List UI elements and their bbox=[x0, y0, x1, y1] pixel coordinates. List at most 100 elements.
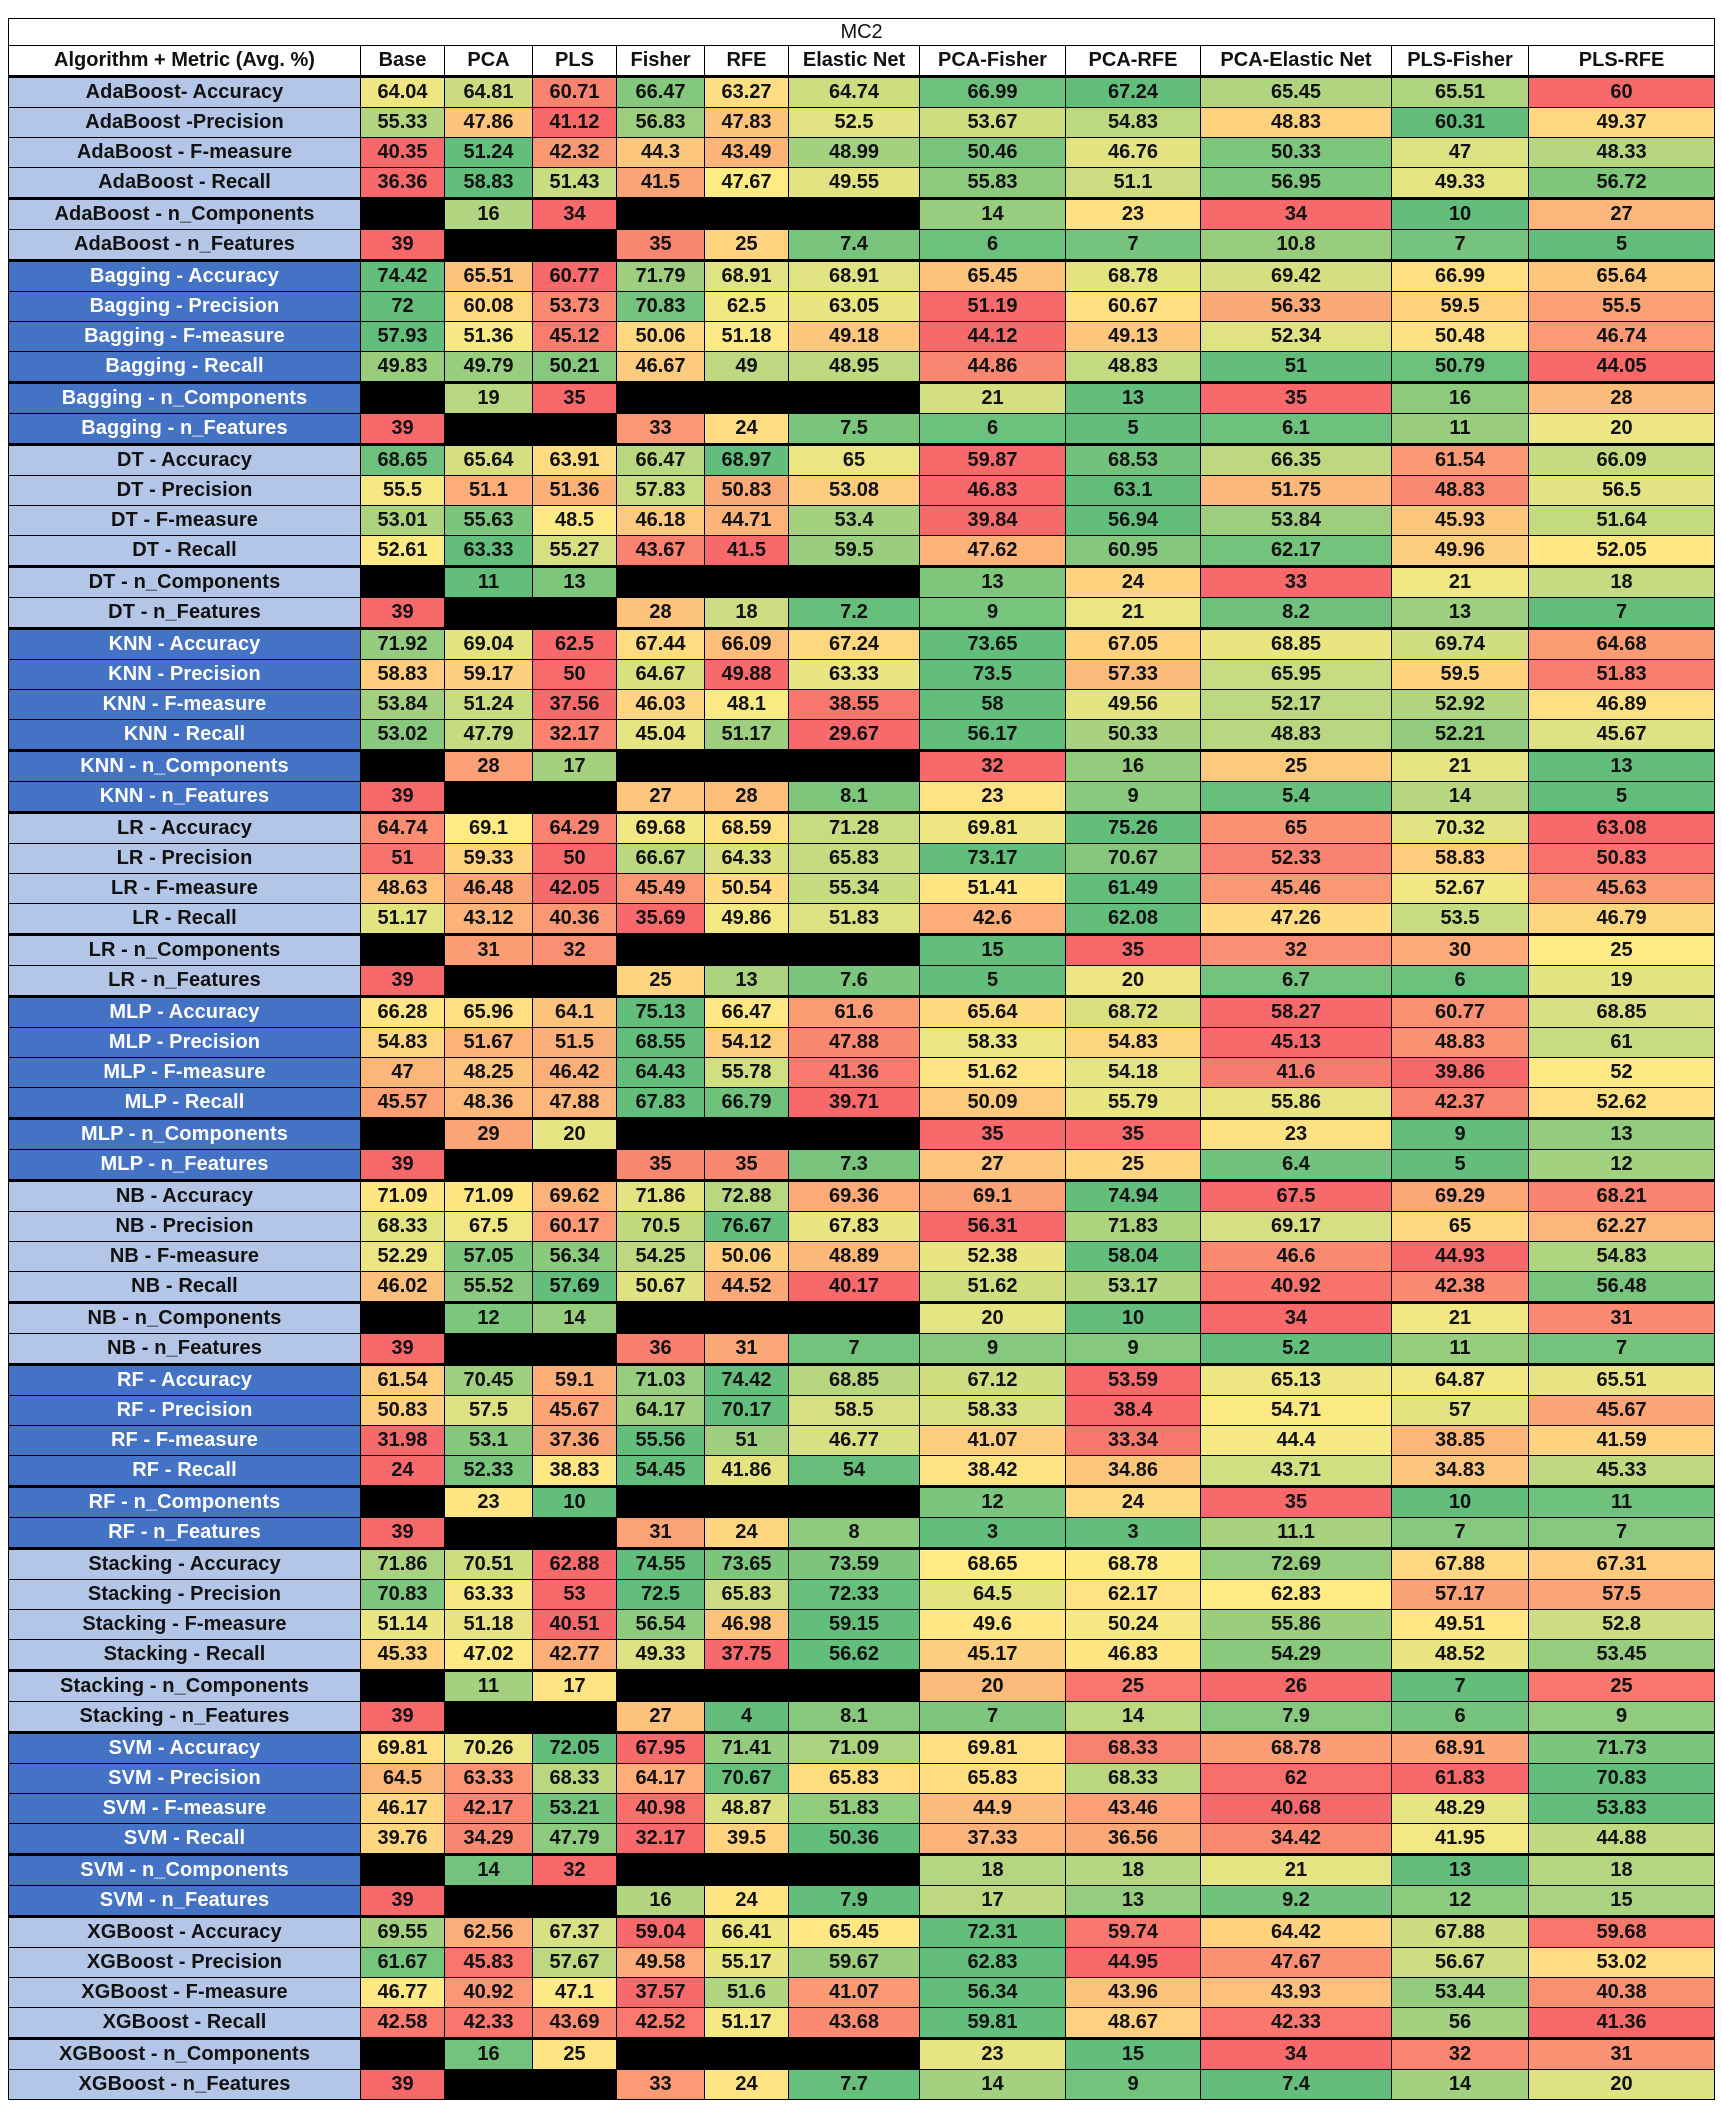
value-cell: 63.1 bbox=[1065, 475, 1201, 506]
value-cell: 51.17 bbox=[704, 719, 789, 751]
value-cell: 34 bbox=[1200, 2037, 1392, 2070]
value-cell: 43.46 bbox=[1065, 1793, 1201, 1824]
empty-cell bbox=[616, 1117, 705, 1150]
table-row: DT - Recall 52.61 63.33 55.27 43.67 41.5 59.5 4… bbox=[8, 535, 1716, 567]
value-cell: 27 bbox=[919, 1149, 1066, 1181]
value-cell: 66.47 bbox=[616, 75, 705, 108]
value-cell: 38.55 bbox=[788, 689, 920, 720]
value-cell: 65.83 bbox=[788, 843, 920, 874]
value-cell: 7.6 bbox=[788, 965, 920, 997]
value-cell: 8 bbox=[788, 1517, 920, 1549]
value-cell: 59.74 bbox=[1065, 1915, 1201, 1948]
table-row: AdaBoost - n_Components 16 34 14 23 34 10 27 bbox=[8, 197, 1716, 230]
value-cell: 53 bbox=[532, 1579, 617, 1610]
table-row: Bagging - Precision 72 60.08 53.73 70.83 62.5… bbox=[8, 291, 1716, 322]
value-cell: 46.02 bbox=[360, 1271, 445, 1303]
value-cell: 68.72 bbox=[1065, 995, 1201, 1028]
value-cell: 55.79 bbox=[1065, 1087, 1201, 1119]
value-cell: 68.78 bbox=[1065, 259, 1201, 292]
row-label: KNN - Recall bbox=[8, 719, 361, 751]
value-cell: 49.55 bbox=[788, 167, 920, 199]
value-cell: 24 bbox=[704, 2069, 789, 2100]
value-cell: 11 bbox=[1391, 1333, 1529, 1365]
empty-cell bbox=[532, 1517, 617, 1549]
value-cell: 48.29 bbox=[1391, 1793, 1529, 1824]
value-cell: 60.08 bbox=[444, 291, 533, 322]
value-cell: 16 bbox=[1065, 749, 1201, 782]
value-cell: 61.49 bbox=[1065, 873, 1201, 904]
value-cell: 39.84 bbox=[919, 505, 1066, 536]
value-cell: 28 bbox=[444, 749, 533, 782]
value-cell: 24 bbox=[704, 1885, 789, 1917]
value-cell: 8.1 bbox=[788, 781, 920, 813]
table-row: RF - Precision 50.83 57.5 45.67 64.17 70.17 58… bbox=[8, 1395, 1716, 1426]
value-cell: 39.5 bbox=[704, 1823, 789, 1855]
value-cell: 71.83 bbox=[1065, 1211, 1201, 1242]
value-cell: 68.33 bbox=[360, 1211, 445, 1242]
value-cell: 76.67 bbox=[704, 1211, 789, 1242]
value-cell: 47 bbox=[360, 1057, 445, 1088]
value-cell: 66.99 bbox=[1391, 259, 1529, 292]
value-cell: 42.33 bbox=[444, 2007, 533, 2039]
table-row: RF - n_Features 39 31 24 8 3 3 11.1 7 7 bbox=[8, 1517, 1716, 1549]
table-row: MLP - Precision 54.83 51.67 51.5 68.55 54.12 4… bbox=[8, 1027, 1716, 1058]
row-label: LR - F-measure bbox=[8, 873, 361, 904]
value-cell: 65.51 bbox=[1527, 1363, 1716, 1396]
value-cell: 59.67 bbox=[788, 1947, 920, 1978]
value-cell: 60.31 bbox=[1391, 107, 1529, 138]
value-cell: 44.05 bbox=[1527, 351, 1716, 383]
value-cell: 12 bbox=[1527, 1149, 1716, 1181]
value-cell: 35 bbox=[616, 1149, 705, 1181]
value-cell: 18 bbox=[1527, 1853, 1716, 1886]
value-cell: 23 bbox=[919, 781, 1066, 813]
value-cell: 11 bbox=[1527, 1485, 1716, 1518]
row-label: AdaBoost - n_Components bbox=[8, 197, 361, 230]
value-cell: 57.5 bbox=[1527, 1579, 1716, 1610]
value-cell: 56.31 bbox=[919, 1211, 1066, 1242]
row-label: AdaBoost - n_Features bbox=[8, 229, 361, 261]
empty-cell bbox=[360, 1301, 445, 1334]
empty-cell bbox=[704, 381, 789, 414]
value-cell: 5.4 bbox=[1200, 781, 1392, 813]
value-cell: 35 bbox=[704, 1149, 789, 1181]
value-cell: 28 bbox=[1527, 381, 1716, 414]
value-cell: 47 bbox=[1391, 137, 1529, 168]
value-cell: 28 bbox=[704, 781, 789, 813]
value-cell: 12 bbox=[919, 1485, 1066, 1518]
value-cell: 7.4 bbox=[1200, 2069, 1392, 2100]
empty-cell bbox=[360, 1117, 445, 1150]
value-cell: 54.83 bbox=[1527, 1241, 1716, 1272]
value-cell: 46.79 bbox=[1527, 903, 1716, 935]
value-cell: 53.02 bbox=[360, 719, 445, 751]
value-cell: 53.1 bbox=[444, 1425, 533, 1456]
value-cell: 40.68 bbox=[1200, 1793, 1392, 1824]
value-cell: 59.33 bbox=[444, 843, 533, 874]
value-cell: 69.74 bbox=[1391, 627, 1529, 660]
value-cell: 35 bbox=[1200, 1485, 1392, 1518]
empty-cell bbox=[616, 1669, 705, 1702]
value-cell: 67.5 bbox=[1200, 1179, 1392, 1212]
value-cell: 63.33 bbox=[444, 1579, 533, 1610]
table-row: DT - F-measure 53.01 55.63 48.5 46.18 44.71 53… bbox=[8, 505, 1716, 536]
value-cell: 58.33 bbox=[919, 1395, 1066, 1426]
value-cell: 51.24 bbox=[444, 137, 533, 168]
value-cell: 65.51 bbox=[1391, 75, 1529, 108]
value-cell: 68.65 bbox=[360, 443, 445, 476]
value-cell: 50.06 bbox=[616, 321, 705, 352]
empty-cell bbox=[532, 1701, 617, 1733]
value-cell: 54.12 bbox=[704, 1027, 789, 1058]
value-cell: 51.17 bbox=[704, 2007, 789, 2039]
value-cell: 41.5 bbox=[704, 535, 789, 567]
value-cell: 44.93 bbox=[1391, 1241, 1529, 1272]
value-cell: 56.33 bbox=[1200, 291, 1392, 322]
value-cell: 38.42 bbox=[919, 1455, 1066, 1487]
value-cell: 65.45 bbox=[1200, 75, 1392, 108]
value-cell: 49.33 bbox=[1391, 167, 1529, 199]
value-cell: 10 bbox=[1391, 197, 1529, 230]
value-cell: 6.7 bbox=[1200, 965, 1392, 997]
value-cell: 48.83 bbox=[1200, 719, 1392, 751]
value-cell: 51.67 bbox=[444, 1027, 533, 1058]
value-cell: 41.12 bbox=[532, 107, 617, 138]
value-cell: 40.92 bbox=[1200, 1271, 1392, 1303]
value-cell: 32 bbox=[1200, 933, 1392, 966]
